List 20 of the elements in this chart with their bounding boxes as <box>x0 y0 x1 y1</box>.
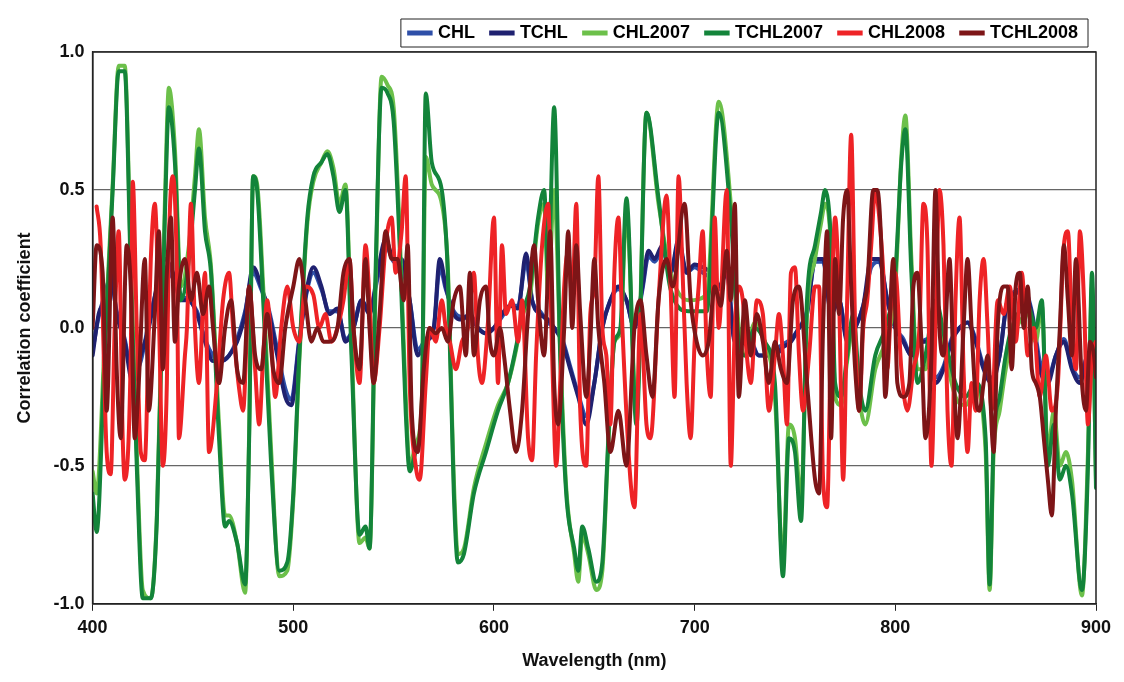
y-tick-label: -1.0 <box>53 592 85 613</box>
legend-label: CHL2007 <box>612 21 690 42</box>
line-series <box>92 187 1096 518</box>
y-tick-label: -0.5 <box>53 454 85 475</box>
legend-label: TCHL <box>519 21 568 42</box>
x-tick-label: 500 <box>278 616 309 637</box>
legend-label: TCHL2008 <box>989 21 1078 42</box>
y-tick-label: 0.5 <box>59 178 85 199</box>
x-tick-label: 800 <box>880 616 911 637</box>
legend-label: CHL2008 <box>867 21 945 42</box>
y-axis-title: Correlation coefficient <box>13 232 34 424</box>
x-tick-label: 600 <box>478 616 509 637</box>
x-axis-title: Wavelength (nm) <box>522 650 667 671</box>
y-tick-label: 0.0 <box>59 316 85 337</box>
x-tick-label: 700 <box>679 616 710 637</box>
legend-label: CHL <box>437 21 475 42</box>
x-tick-label: 900 <box>1080 616 1112 637</box>
legend-label: TCHL2007 <box>734 21 823 42</box>
x-tick-label: 400 <box>77 616 108 637</box>
y-tick-label: 1.0 <box>59 40 85 61</box>
